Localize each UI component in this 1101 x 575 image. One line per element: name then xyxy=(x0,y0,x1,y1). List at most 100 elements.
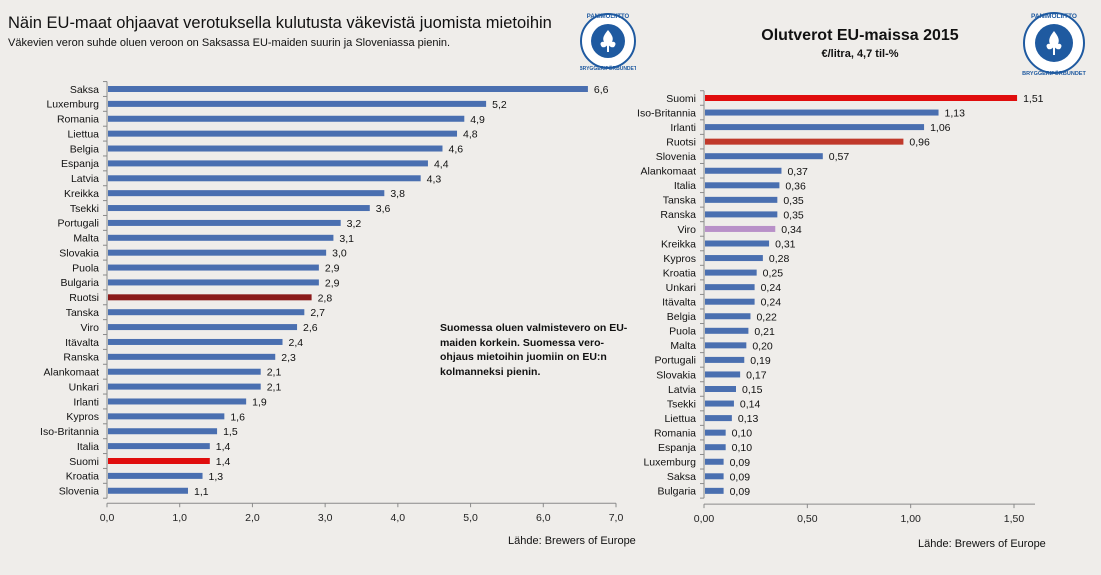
value-label: 0,09 xyxy=(730,457,751,469)
bar-luxemburg xyxy=(108,100,487,107)
value-label: 1,5 xyxy=(223,426,238,438)
bar-romania xyxy=(108,115,465,122)
category-label: Bulgaria xyxy=(60,277,99,289)
category-label: Itävalta xyxy=(662,297,696,309)
value-label: 0,37 xyxy=(787,166,808,178)
bar-kreikka xyxy=(705,240,770,247)
panimoliitto-logo-left: PANIMOLIITTO BRYGGERIFÖRBUNDET xyxy=(580,13,636,72)
value-label: 0,22 xyxy=(756,311,777,323)
x-tick-label: 3,0 xyxy=(318,512,333,524)
value-label: 0,96 xyxy=(909,137,930,149)
category-label: Portugali xyxy=(655,355,696,367)
value-label: 0,15 xyxy=(742,384,763,396)
logo-emblem-icon xyxy=(580,13,636,69)
category-label: Slovakia xyxy=(59,247,99,259)
value-label: 3,2 xyxy=(347,218,362,230)
category-label: Slovenia xyxy=(656,151,696,163)
category-label: Romania xyxy=(654,427,696,439)
bar-unkari xyxy=(705,284,755,291)
bar-kypros xyxy=(705,255,763,262)
bar-latvia xyxy=(108,175,421,182)
right-chart-title: Olutverot EU-maissa 2015 xyxy=(761,27,959,44)
category-label: Luxemburg xyxy=(46,99,99,111)
bar-suomi xyxy=(705,95,1018,101)
category-label: Ranska xyxy=(63,352,99,364)
bar-slovakia xyxy=(705,371,741,378)
value-label: 0,14 xyxy=(740,399,761,411)
category-label: Kreikka xyxy=(64,188,99,200)
x-tick-label: 5,0 xyxy=(463,512,478,524)
bar-puola xyxy=(108,264,319,271)
category-label: Slovenia xyxy=(59,486,99,498)
x-tick-label: 1,50 xyxy=(1004,513,1025,525)
x-tick-label: 0,50 xyxy=(797,513,818,525)
value-label: 2,9 xyxy=(325,263,340,275)
logo-bottom-text: BRYGGERIFÖRBUNDET xyxy=(1022,70,1086,77)
right-source-label: Lähde: Brewers of Europe xyxy=(918,538,1046,550)
category-label: Latvia xyxy=(71,173,99,185)
bar-belgia xyxy=(108,145,443,152)
right-axes-group: 0,00 0,50 1,00 1,50 Suomi Iso-Britannia Irlant… xyxy=(637,90,1035,525)
value-label: 4,3 xyxy=(427,173,442,185)
category-label: Bulgaria xyxy=(657,486,696,498)
value-label: 0,24 xyxy=(761,297,782,309)
bar-ruotsi xyxy=(705,138,904,145)
bar-tsekki xyxy=(108,205,370,212)
category-label: Tanska xyxy=(663,195,696,207)
value-label: 0,24 xyxy=(761,282,782,294)
bar-bulgaria xyxy=(705,487,724,494)
value-label: 2,9 xyxy=(325,277,340,289)
category-label: Viro xyxy=(678,224,697,236)
bar-kreikka xyxy=(108,190,385,197)
bar-espanja xyxy=(705,444,726,451)
value-label: 0,35 xyxy=(783,209,804,221)
category-label: Latvia xyxy=(668,384,696,396)
bar-ranska xyxy=(705,211,778,218)
value-label: 1,13 xyxy=(945,108,966,120)
category-label: Tsekki xyxy=(667,398,696,410)
bar-alankomaat xyxy=(108,368,261,375)
bar-saksa xyxy=(108,86,588,92)
value-label: 3,8 xyxy=(390,188,405,200)
value-label: 3,6 xyxy=(376,203,391,215)
annotation-text: Suomessa oluen valmistevero on EU-maiden… xyxy=(440,322,628,378)
value-label: 2,1 xyxy=(267,367,282,379)
x-tick-label: 6,0 xyxy=(536,512,551,524)
category-label: Ranska xyxy=(660,209,696,221)
left-source-label: Lähde: Brewers of Europe xyxy=(508,535,636,547)
bar-espanja xyxy=(108,160,428,167)
category-label: Belgia xyxy=(70,143,99,155)
category-label: Alankomaat xyxy=(44,367,100,379)
category-label: Kypros xyxy=(663,253,696,265)
category-label: Irlanti xyxy=(73,396,99,408)
bar-bulgaria xyxy=(108,279,319,286)
left-chart-subtitle: Väkevien veron suhde oluen veroon on Sak… xyxy=(8,37,451,49)
category-label: Slovakia xyxy=(656,369,696,381)
category-label: Suomi xyxy=(69,456,99,468)
value-label: 4,6 xyxy=(448,144,463,156)
category-label: Kypros xyxy=(66,411,99,423)
bar-liettua xyxy=(108,130,458,137)
category-label: Kreikka xyxy=(661,238,696,250)
value-label: 4,8 xyxy=(463,129,478,141)
value-label: 2,8 xyxy=(318,292,333,304)
value-label: 1,3 xyxy=(209,471,224,483)
category-label: Tsekki xyxy=(70,203,99,215)
x-tick-label: 2,0 xyxy=(245,512,260,524)
value-label: 4,9 xyxy=(470,114,485,126)
value-label: 1,4 xyxy=(216,441,231,453)
category-label: Liettua xyxy=(67,128,99,140)
bar-latvia xyxy=(705,386,736,392)
bar-romania xyxy=(705,429,726,436)
category-label: Liettua xyxy=(664,413,696,425)
bar-viro xyxy=(705,225,776,232)
bar-malta xyxy=(705,342,747,349)
category-label: Belgia xyxy=(667,311,696,323)
value-label: 0,21 xyxy=(754,326,775,338)
panimoliitto-logo-right: PANIMOLIITTO BRYGGERIFÖRBUNDET xyxy=(1022,12,1086,77)
value-label: 2,4 xyxy=(289,337,304,349)
bar-viro xyxy=(108,324,298,331)
bar-slovakia xyxy=(108,249,327,256)
right-bars-group: 1,51 1,13 1,060,96 0,57 0,37 0,36 0,35 0,35 0,34… xyxy=(705,93,1044,498)
value-label: 0,31 xyxy=(775,239,796,251)
